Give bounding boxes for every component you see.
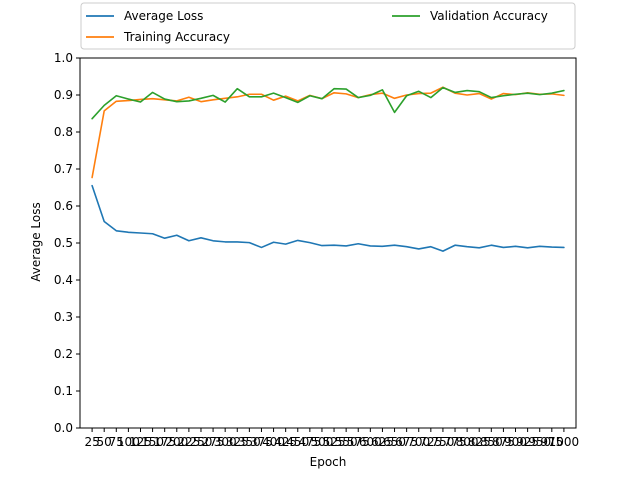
x-tick-label: 550 — [335, 435, 358, 449]
x-tick-label: 25 — [84, 435, 99, 449]
x-tick-label: 875 — [492, 435, 515, 449]
x-tick-label: 175 — [153, 435, 176, 449]
legend-label-training-accuracy: Training Accuracy — [123, 30, 230, 44]
x-tick-label: 750 — [431, 435, 454, 449]
y-tick-label: 1.0 — [54, 51, 73, 65]
x-tick-label: 650 — [383, 435, 406, 449]
x-tick-label: 850 — [480, 435, 503, 449]
x-tick-label: 325 — [226, 435, 249, 449]
x-tick-label: 1000 — [549, 435, 580, 449]
legend-label-average-loss: Average Loss — [124, 9, 203, 23]
x-tick-label: 475 — [298, 435, 321, 449]
x-tick-label: 100 — [117, 435, 140, 449]
legend-box — [80, 2, 576, 50]
y-tick-label: 0.7 — [54, 162, 73, 176]
x-tick-label: 375 — [250, 435, 273, 449]
x-tick-label: 425 — [274, 435, 297, 449]
x-tick-label: 600 — [359, 435, 382, 449]
y-tick-label: 0.9 — [54, 88, 73, 102]
x-tick-label: 350 — [238, 435, 261, 449]
x-tick-label: 800 — [456, 435, 479, 449]
x-axis-label: Epoch — [310, 455, 347, 469]
x-tick-label: 50 — [97, 435, 112, 449]
x-tick-label: 500 — [310, 435, 333, 449]
x-tick-label: 775 — [444, 435, 467, 449]
x-tick-label: 225 — [177, 435, 200, 449]
y-tick-label: 0.8 — [54, 125, 73, 139]
x-tick-label: 825 — [468, 435, 491, 449]
legend-label-validation-accuracy: Validation Accuracy — [430, 9, 548, 23]
x-tick-label: 625 — [371, 435, 394, 449]
series-line-validation-accuracy — [91, 86, 565, 120]
x-tick-label: 925 — [516, 435, 539, 449]
x-tick-label: 150 — [141, 435, 164, 449]
y-tick-label: 0.2 — [54, 347, 73, 361]
x-tick-label: 300 — [214, 435, 237, 449]
y-tick-label: 0.4 — [54, 273, 73, 287]
y-tick-label: 0.3 — [54, 310, 73, 324]
x-tick-label: 75 — [109, 435, 124, 449]
y-axis-label: Average Loss — [29, 202, 43, 281]
series-line-average-loss — [91, 184, 565, 252]
x-tick-label: 275 — [202, 435, 225, 449]
x-tick-label: 250 — [190, 435, 213, 449]
legend: Average Loss Training Accuracy Validation … — [80, 2, 576, 50]
x-tick-label: 525 — [323, 435, 346, 449]
x-tick-label: 725 — [419, 435, 442, 449]
x-tick-label: 125 — [129, 435, 152, 449]
y-tick-label: 0.1 — [54, 384, 73, 398]
y-tick-label: 0.6 — [54, 199, 73, 213]
x-tick-label: 950 — [528, 435, 551, 449]
series-layer — [91, 86, 565, 252]
y-tick-label: 0.5 — [54, 236, 73, 250]
y-tick-label: 0.0 — [54, 421, 73, 435]
x-tick-label: 200 — [165, 435, 188, 449]
x-tick-label: 450 — [286, 435, 309, 449]
x-tick-label: 900 — [504, 435, 527, 449]
x-tick-label: 575 — [347, 435, 370, 449]
y-axis: 0.0 0.1 0.2 0.3 0.4 0.5 0.6 0.7 0.8 0.9 1.0 — [54, 51, 80, 435]
x-tick-label: 675 — [395, 435, 418, 449]
x-tick-label: 400 — [262, 435, 285, 449]
x-axis: 2550751001251501752002252502753003253503… — [84, 428, 579, 449]
x-tick-label: 700 — [407, 435, 430, 449]
x-tick-label: 975 — [540, 435, 563, 449]
